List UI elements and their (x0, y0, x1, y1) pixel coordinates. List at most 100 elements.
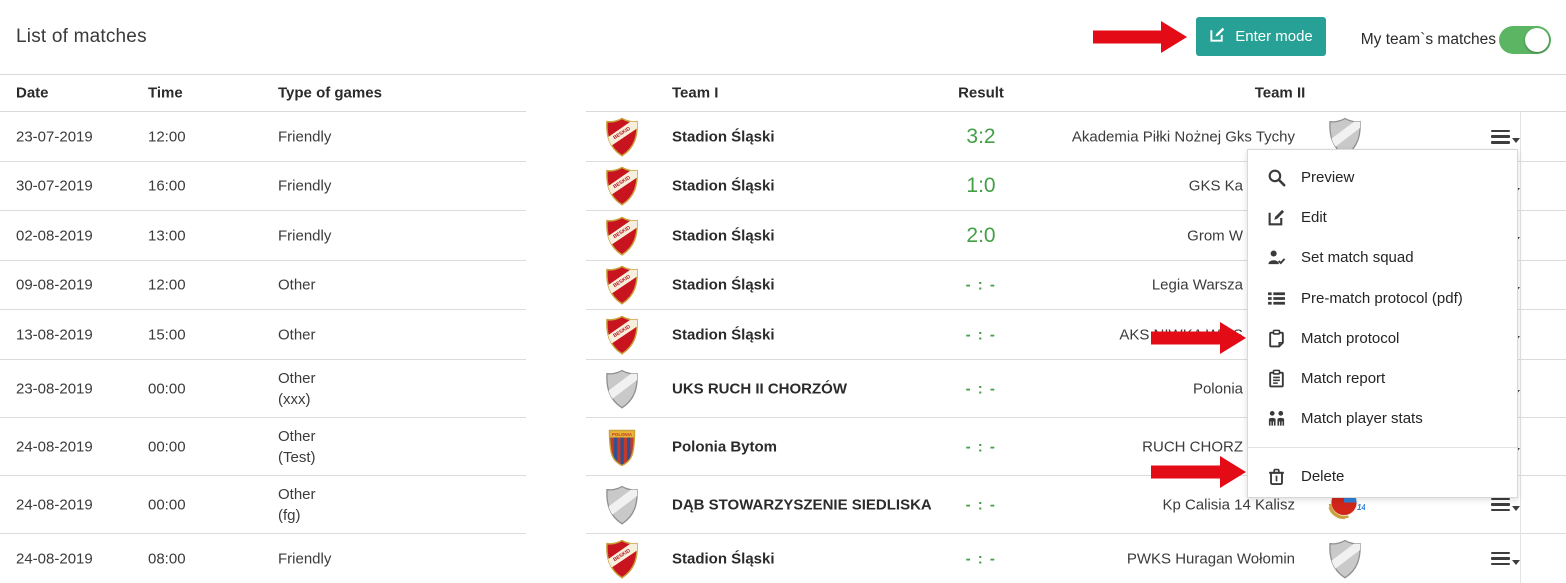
gray-shield-icon (1325, 539, 1365, 579)
team1-name: Stadion Śląski (672, 227, 775, 245)
match-date: 23-07-2019 (16, 128, 93, 146)
toolbar: List of matches Enter mode My team`s mat… (0, 0, 1566, 75)
team1-name: Stadion Śląski (672, 326, 775, 344)
menu-item-label: Match protocol (1301, 329, 1400, 347)
match-type: Other (xxx) (278, 369, 316, 408)
menu-item-label: Match report (1301, 370, 1386, 388)
gray-shield-icon (605, 485, 639, 525)
row-actions-button[interactable] (1491, 547, 1523, 571)
menu-separator (1248, 447, 1517, 449)
row-context-menu: Preview Edit Set match squad Pre-match p… (1247, 149, 1518, 498)
team2-name: Kp Calisia 14 Kalisz (1162, 496, 1295, 513)
menu-item-pre-match-protocol-pdf[interactable]: Pre-match protocol (pdf) (1248, 278, 1517, 318)
caret-down-icon (1512, 138, 1520, 144)
match-type: Friendly (278, 550, 332, 567)
table-header: Date Time Type of games Team I Result Te… (0, 74, 1566, 112)
match-date: 13-08-2019 (16, 326, 93, 344)
menu-item-edit[interactable]: Edit (1248, 197, 1517, 237)
column-header-team1: Team I (672, 84, 719, 102)
menu-item-match-player-stats[interactable]: Match player stats (1248, 399, 1517, 439)
match-time: 08:00 (148, 550, 186, 567)
person-check-icon (1266, 248, 1286, 268)
row-actions-button[interactable] (1491, 125, 1523, 149)
my-teams-matches-toggle[interactable] (1499, 26, 1551, 54)
match-date: 24-08-2019 (16, 550, 93, 567)
enter-mode-button[interactable]: Enter mode (1196, 17, 1326, 56)
arrow-shaft (1093, 30, 1163, 43)
menu-item-label: Match player stats (1301, 410, 1423, 428)
match-date: 23-08-2019 (16, 380, 93, 397)
match-time: 12:00 (148, 128, 186, 146)
match-date: 02-08-2019 (16, 227, 93, 245)
team1-name: Polonia Bytom (672, 438, 778, 455)
page-title: List of matches (16, 26, 147, 47)
beskid-shield-icon: BESKID (605, 117, 639, 157)
table-row: 24-08-2019 08:00 Friendly BESKID Stadion… (0, 533, 1566, 583)
svg-text:POLONIA: POLONIA (612, 431, 633, 436)
toggle-knob (1525, 28, 1549, 52)
edit-icon (1209, 26, 1226, 47)
menu-item-label: Preview (1301, 168, 1355, 186)
match-time: 12:00 (148, 276, 186, 294)
row-actions-button[interactable] (1491, 493, 1523, 517)
column-header-time: Time (148, 84, 183, 102)
match-type: Other (278, 276, 316, 294)
match-date: 30-07-2019 (16, 177, 93, 195)
menu-item-set-match-squad[interactable]: Set match squad (1248, 238, 1517, 278)
team2-name: RUCH CHORZ (1142, 438, 1243, 455)
caret-down-icon (1512, 506, 1520, 511)
match-result: - : - (965, 326, 997, 344)
match-type: Other (278, 326, 316, 344)
match-result: - : - (965, 496, 997, 513)
menu-item-match-protocol[interactable]: Match protocol (1248, 318, 1517, 358)
team2-name: Akademia Piłki Nożnej Gks Tychy (1071, 128, 1295, 146)
menu-item-delete[interactable]: Delete (1248, 456, 1517, 496)
match-result: 3:2 (966, 124, 996, 148)
match-type: Other (Test) (278, 427, 316, 466)
annotation-arrow-delete (1151, 455, 1246, 488)
match-result: 1:0 (966, 174, 996, 198)
table-row: 23-07-2019 12:00 Friendly BESKID Stadion… (0, 112, 1566, 162)
list-icon (1266, 288, 1286, 308)
gray-shield-icon (605, 369, 639, 409)
match-result: - : - (965, 550, 997, 567)
clipboard-lines-icon (1266, 369, 1286, 389)
arrow-head (1220, 455, 1246, 488)
hamburger-icon (1491, 129, 1510, 144)
menu-item-label: Pre-match protocol (pdf) (1301, 289, 1463, 307)
my-teams-matches-label: My team`s matches (1360, 31, 1496, 48)
match-date: 24-08-2019 (16, 438, 93, 455)
match-type: Friendly (278, 128, 332, 146)
team1-name: DĄB STOWARZYSZENIE SIEDLISKA (672, 496, 932, 513)
match-type: Other (fg) (278, 485, 316, 524)
match-result: - : - (965, 276, 997, 294)
match-type: Friendly (278, 227, 332, 245)
svg-text:14: 14 (1357, 503, 1365, 512)
column-header-team2: Team II (1254, 84, 1306, 102)
menu-item-preview[interactable]: Preview (1248, 157, 1517, 197)
beskid-shield-icon: BESKID (605, 216, 639, 256)
beskid-shield-icon: BESKID (605, 166, 639, 206)
hamburger-icon (1491, 551, 1510, 566)
team2-name: Polonia (1192, 380, 1243, 397)
match-time: 00:00 (148, 496, 186, 513)
match-date: 09-08-2019 (16, 276, 93, 294)
match-result: 2:0 (966, 223, 996, 247)
team2-name: Grom W (1187, 227, 1243, 245)
team2-name: GKS Ka (1188, 177, 1243, 195)
beskid-shield-icon: BESKID (605, 539, 639, 579)
match-time: 16:00 (148, 177, 186, 195)
team1-name: UKS RUCH II CHORZÓW (672, 380, 847, 397)
arrow-head (1161, 20, 1187, 53)
team2-name: Legia Warsza (1151, 276, 1243, 294)
beskid-shield-icon: BESKID (605, 265, 639, 305)
team1-name: Stadion Śląski (672, 177, 775, 195)
header-divider (0, 111, 526, 112)
team1-name: Stadion Śląski (672, 550, 775, 567)
table-right-divider (1520, 112, 1521, 583)
match-type: Friendly (278, 177, 332, 195)
arrow-shaft (1151, 465, 1222, 478)
menu-item-match-report[interactable]: Match report (1248, 358, 1517, 398)
annotation-arrow-enter-mode (1093, 20, 1187, 53)
